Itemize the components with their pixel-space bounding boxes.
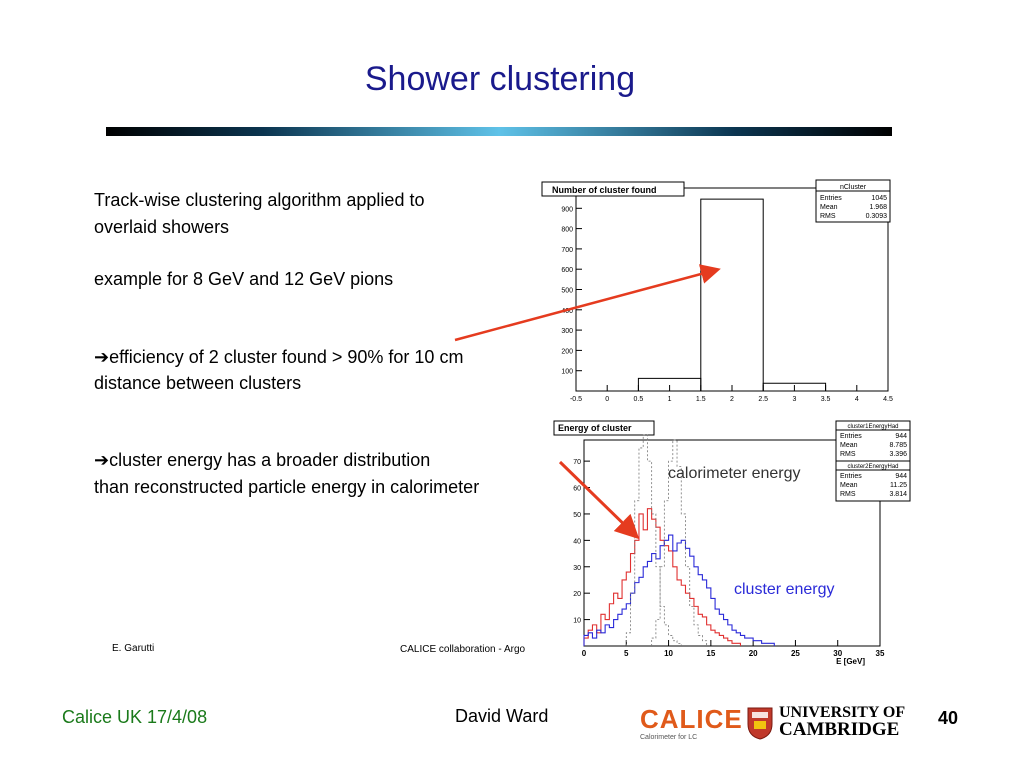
stats-label-rms: RMS [820, 213, 836, 220]
energy-x-axis-label: E [GeV] [836, 657, 865, 666]
stats-value-entries: 1045 [871, 195, 887, 202]
calice-logo-text: CALICE [640, 704, 743, 734]
page-title: Shower clustering [364, 60, 636, 98]
cluster-count-title-box [541, 181, 685, 197]
x-tick-label: -0.5 [570, 396, 582, 403]
inner-footer-collab: CALICE collaboration - Argo [400, 644, 526, 655]
paragraph-line-2: overlaid showers [94, 217, 230, 237]
energy-stats-box-2 [835, 460, 911, 502]
x-tick-label: 0 [582, 649, 587, 658]
x-tick-label: 4 [855, 396, 859, 403]
stats-value-rms: 0.3093 [866, 213, 888, 220]
y-tick-label: 10 [573, 618, 581, 625]
cluster-energy-label: cluster energy [734, 581, 835, 598]
y-tick-label: 900 [561, 206, 573, 213]
footer-left: Calice UK 17/4/08 [62, 707, 208, 727]
cambridge-wordmark: UNIVERSITY OF CAMBRIDGE [779, 704, 906, 740]
energy-series-gray-2 [625, 434, 682, 646]
cluster-energy-title-box [553, 420, 655, 436]
x-tick-label: 20 [749, 649, 758, 658]
energy-stats-box-1 [835, 420, 911, 462]
cluster-count-stats-box [815, 179, 891, 223]
y-tick-label: 200 [561, 348, 573, 355]
histogram-bin-2 [762, 382, 827, 391]
y-tick-label: 60 [573, 486, 581, 493]
energy-stats-2-entries: 944 [895, 473, 907, 480]
x-tick-label: 1.5 [696, 396, 706, 403]
energy-stats-2-label-rms: RMS [840, 491, 856, 498]
energy-stats-1-label-rms: RMS [840, 451, 856, 458]
energy-stats-1-entries: 944 [895, 433, 907, 440]
cluster-count-stats-name: nCluster [840, 184, 867, 191]
y-tick-label: 100 [561, 369, 573, 376]
x-tick-label: 35 [876, 649, 885, 658]
title-divider [106, 127, 892, 136]
energy-stats-1-name: cluster1EnergyHad [847, 424, 898, 430]
inner-footer-author: E. Garutti [112, 643, 155, 654]
cluster-energy-chart: Energy of cluster cluster1EnergyHad Entr… [553, 420, 911, 666]
y-tick-label: 70 [573, 459, 581, 466]
x-tick-label: 3 [792, 396, 796, 403]
x-tick-label: 0 [605, 396, 609, 403]
energy-stats-2-name: cluster2EnergyHad [847, 464, 898, 470]
energy-stats-1-mean: 8.785 [889, 442, 907, 449]
energy-series-gray-3 [651, 439, 708, 646]
x-tick-label: 5 [624, 649, 629, 658]
calorimeter-energy-label: calorimeter energy [668, 465, 801, 482]
energy-stats-2-rms: 3.814 [889, 491, 907, 498]
energy-series-blue-1 [583, 534, 775, 646]
cluster-count-chart: Number of cluster found nCluster Entries… [541, 179, 893, 403]
x-tick-label: 1 [668, 396, 672, 403]
y-tick-label: 600 [561, 267, 573, 274]
stats-label-mean: Mean [820, 204, 838, 211]
stats-value-mean: 1.968 [869, 204, 887, 211]
cluster-energy-frame [583, 439, 881, 647]
x-tick-label: 2.5 [758, 396, 768, 403]
x-tick-label: 4.5 [883, 396, 893, 403]
paragraph-line-3: example for 8 GeV and 12 GeV pions [94, 269, 394, 289]
energy-stats-2-mean: 11.25 [890, 482, 907, 489]
stats-label-entries: Entries [820, 195, 842, 202]
x-tick-label: 10 [664, 649, 673, 658]
energy-stats-1-label-mean: Mean [840, 442, 858, 449]
calice-logo: CALICE Calorimeter for LC [640, 704, 743, 750]
y-tick-label: 400 [561, 308, 573, 315]
y-tick-label: 20 [573, 591, 581, 598]
x-tick-label: 3.5 [821, 396, 831, 403]
cambridge-crest-icon [747, 707, 773, 740]
energy-stats-1-rms: 3.396 [889, 451, 907, 458]
x-tick-label: 2 [730, 396, 734, 403]
energy-series-red-0 [583, 508, 742, 646]
paragraph-line-6: ➔cluster energy has a broader distributi… [94, 450, 431, 470]
cluster-count-title: Number of cluster found [552, 185, 657, 195]
y-tick-label: 800 [561, 227, 573, 234]
calice-logo-sub: Calorimeter for LC [640, 734, 698, 741]
cluster-energy-title: Energy of cluster [558, 423, 632, 433]
paragraph-line-5: distance between clusters [94, 373, 302, 393]
footer-author: David Ward [455, 706, 549, 726]
y-tick-label: 700 [561, 247, 573, 254]
paragraph-line-4: ➔efficiency of 2 cluster found > 90% for… [94, 347, 464, 367]
energy-stats-1-label-entries: Entries [840, 433, 862, 440]
x-tick-label: 25 [791, 649, 800, 658]
paragraph-line-7: than reconstructed particle energy in ca… [94, 477, 480, 497]
y-tick-label: 50 [573, 512, 581, 519]
energy-stats-2-label-mean: Mean [840, 482, 858, 489]
y-tick-label: 40 [573, 538, 581, 545]
y-tick-label: 500 [561, 288, 573, 295]
page-number: 40 [938, 708, 959, 728]
x-tick-label: 15 [706, 649, 715, 658]
paragraph-line-1: Track-wise clustering algorithm applied … [94, 190, 425, 210]
x-tick-label: 0.5 [634, 396, 644, 403]
cambridge-line-2: CAMBRIDGE [779, 719, 900, 740]
energy-stats-2-label-entries: Entries [840, 473, 862, 480]
y-tick-label: 30 [573, 565, 581, 572]
x-tick-label: 30 [833, 649, 842, 658]
y-tick-label: 300 [561, 328, 573, 335]
cambridge-line-1: UNIVERSITY OF [779, 704, 906, 721]
